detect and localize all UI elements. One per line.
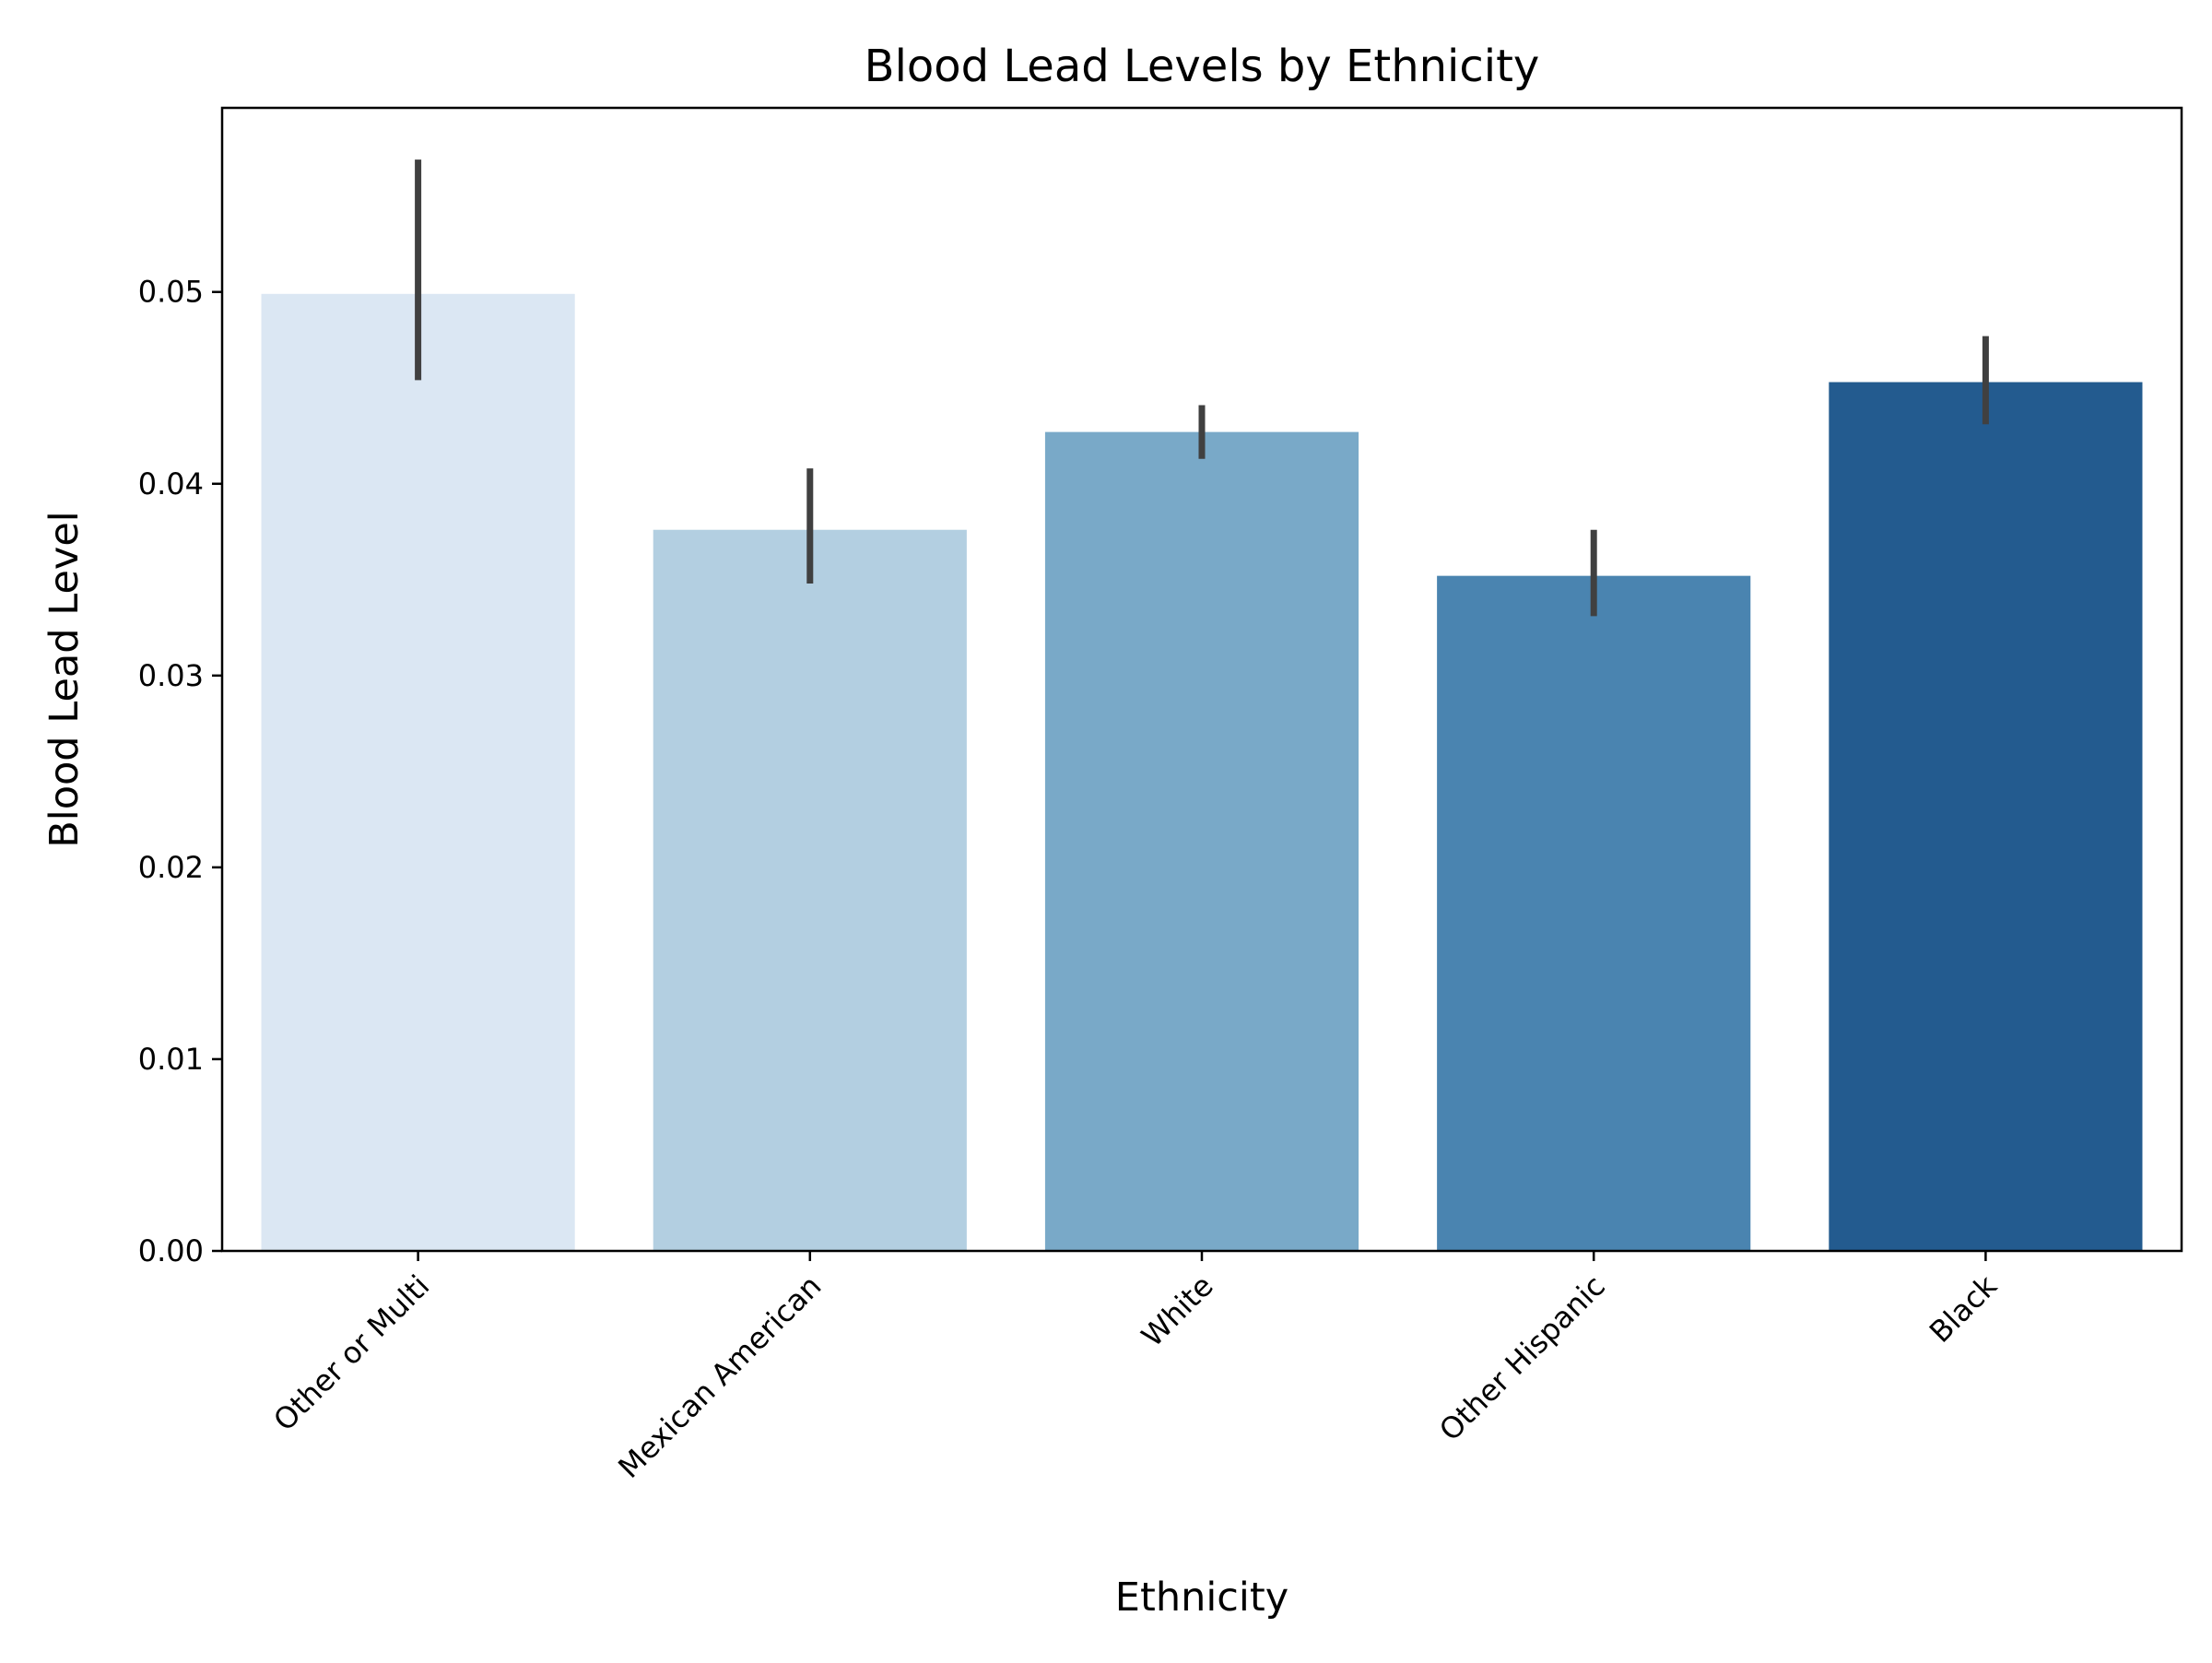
y-axis-ticks: 0.00 0.01 0.02 0.03 0.04 0.05: [138, 275, 222, 1268]
bar-3: [1437, 575, 1751, 1251]
x-tick-label-0: Other or Multi: [266, 1268, 436, 1438]
bar-0: [261, 293, 575, 1252]
x-axis-label: Ethnicity: [1115, 1575, 1288, 1621]
x-tick-label-3: Other Hispanic: [1432, 1268, 1612, 1448]
y-tick-label-0: 0.00: [138, 1233, 204, 1268]
y-tick-label-3: 0.03: [138, 658, 204, 693]
x-axis-ticks: Other or Multi Mexican American White Other…: [266, 1251, 2004, 1485]
x-tick-label-4: Black: [1923, 1268, 2004, 1349]
chart-title: Blood Lead Levels by Ethnicity: [865, 41, 1540, 92]
y-tick-label-1: 0.01: [138, 1042, 204, 1077]
x-tick-label-2: White: [1135, 1268, 1220, 1354]
bars-layer: [261, 293, 2143, 1252]
x-tick-label-1: Mexican American: [611, 1268, 828, 1485]
error-bars-layer: [415, 159, 1989, 617]
y-tick-label-4: 0.04: [138, 466, 204, 501]
bar-4: [1829, 382, 2143, 1251]
y-axis-label: Blood Lead Level: [41, 511, 88, 848]
y-tick-label-2: 0.02: [138, 850, 204, 885]
y-tick-label-5: 0.05: [138, 275, 204, 310]
bar-1: [653, 529, 967, 1251]
bar-2: [1044, 431, 1359, 1252]
